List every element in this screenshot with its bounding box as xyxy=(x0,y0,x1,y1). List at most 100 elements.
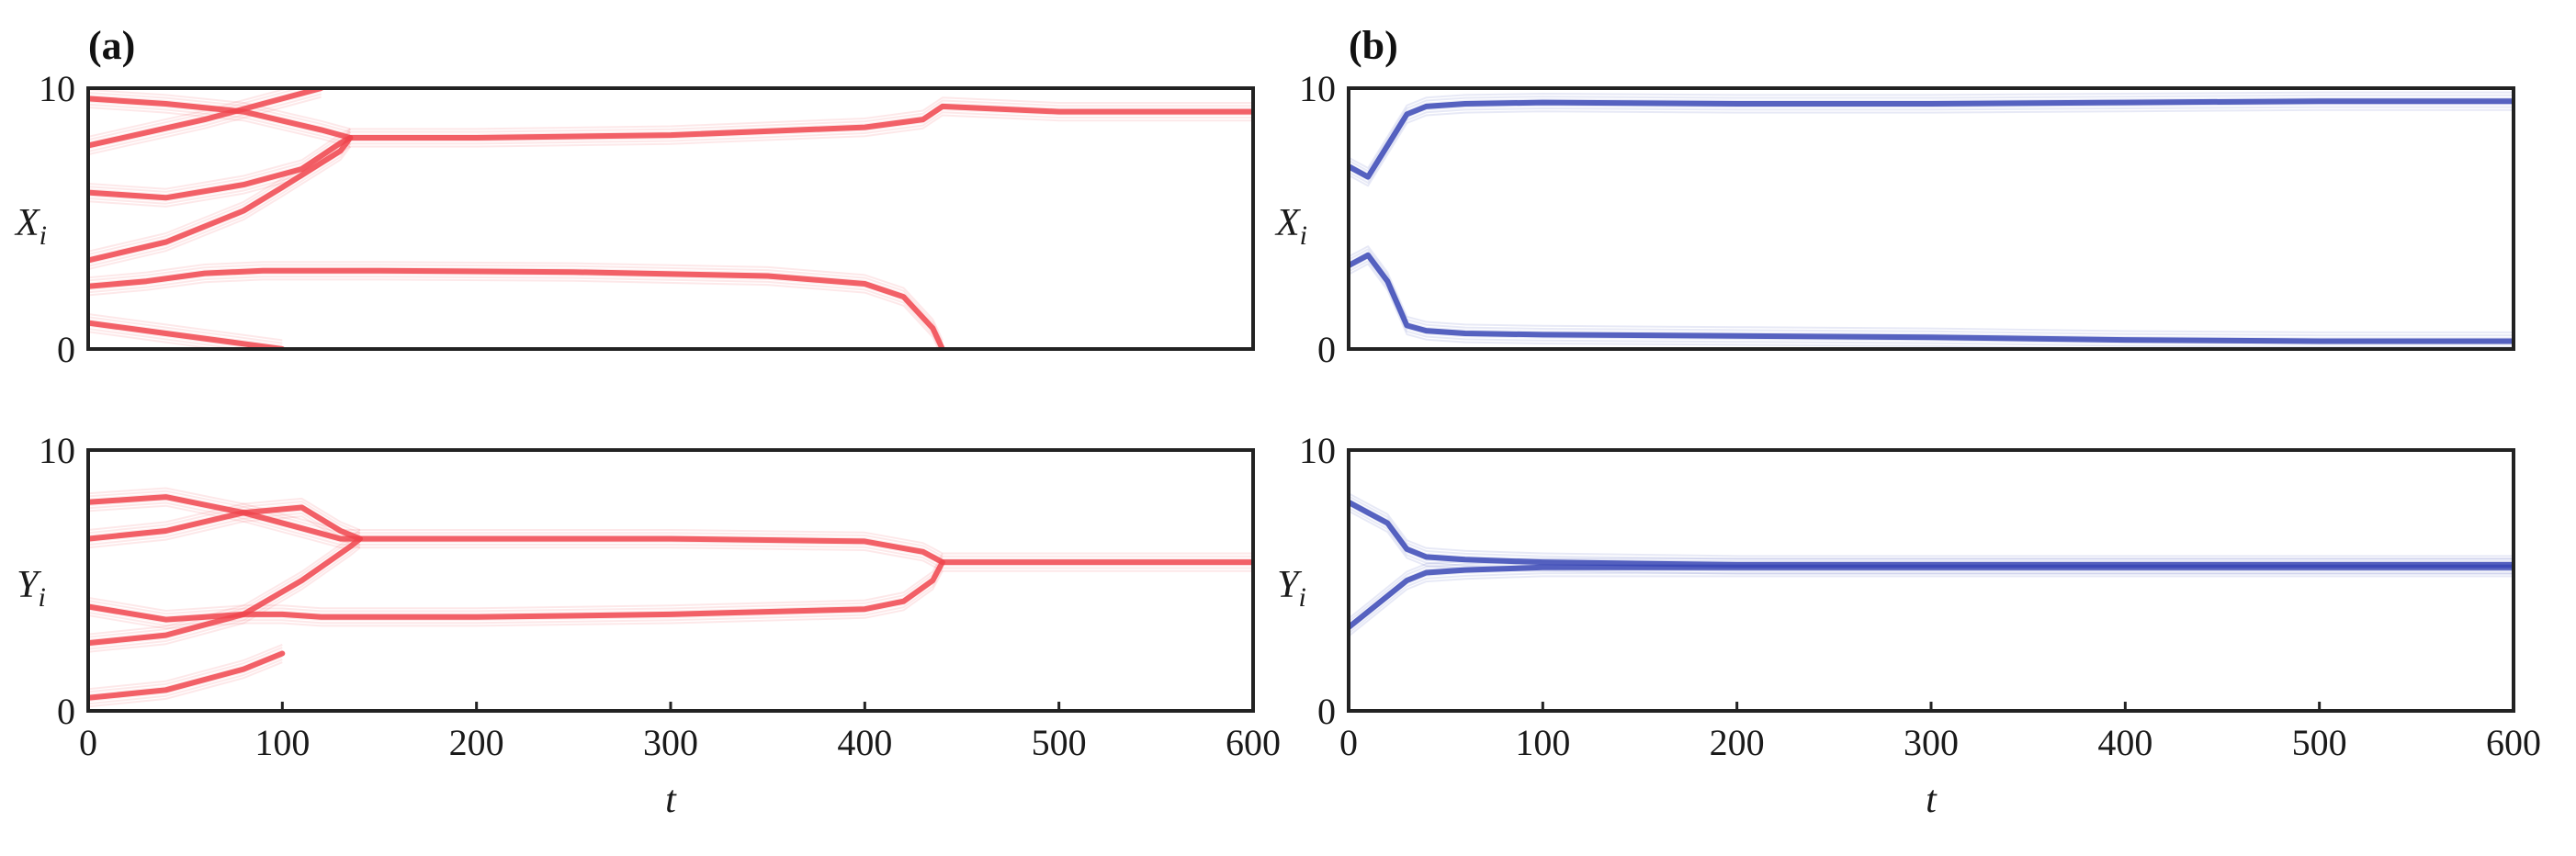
series-1-strand xyxy=(88,512,361,546)
plot-area xyxy=(88,88,1253,349)
y-axis-label: Xi xyxy=(14,202,47,251)
series-1-strand xyxy=(88,128,351,190)
y-tick-label: 10 xyxy=(39,68,75,109)
series-2-strand xyxy=(88,532,361,638)
axes-frame xyxy=(86,86,1255,351)
series-2-strand xyxy=(88,131,352,255)
x-tick-label: 500 xyxy=(1032,722,1087,763)
x-tick-label: 200 xyxy=(449,722,504,763)
series-2-strand xyxy=(88,529,361,636)
y-tick-label: 0 xyxy=(57,329,75,370)
axes-frame xyxy=(86,448,1255,713)
series-0-strand xyxy=(88,95,1253,136)
axes-frame xyxy=(1347,448,2515,713)
y-tick-label: 10 xyxy=(1299,68,1336,109)
series-1-strand xyxy=(1349,572,2514,635)
series-5-strand xyxy=(88,96,322,156)
series-3-strand xyxy=(88,553,943,612)
series-3-strand xyxy=(88,276,942,349)
series-0-line xyxy=(1349,98,2514,180)
series-0-strand xyxy=(1349,91,2514,169)
x-tick-label: 200 xyxy=(1710,722,1765,763)
series-1-strand xyxy=(88,497,361,531)
series-3-strand xyxy=(88,556,943,615)
series-0-strand xyxy=(88,92,1253,133)
y-tick-label: 0 xyxy=(1317,329,1336,370)
series-5-strand xyxy=(88,88,303,141)
x-tick-label: 0 xyxy=(79,722,97,763)
series-0-strand xyxy=(88,501,1253,569)
series-1-strand xyxy=(1349,260,2514,348)
series-0-strand xyxy=(88,490,1253,558)
y-tick-label: 10 xyxy=(1299,430,1336,471)
series-2-strand xyxy=(88,146,352,270)
series-3-strand xyxy=(88,568,943,626)
x-tick-label: 0 xyxy=(1339,722,1358,763)
series-5-strand xyxy=(88,88,314,144)
series-3-strand xyxy=(88,570,943,630)
series-2-strand xyxy=(88,544,361,650)
axes-frame xyxy=(1347,86,2515,351)
series-4-strand xyxy=(88,324,268,349)
series-0-strand xyxy=(88,103,1253,145)
x-tick-label: 100 xyxy=(254,722,310,763)
series-0-strand xyxy=(88,107,1253,148)
series-3-strand xyxy=(88,278,940,349)
series-4-strand xyxy=(88,647,283,693)
series-1-strand xyxy=(1349,560,2514,623)
series-3-strand xyxy=(88,264,943,344)
series-4-strand xyxy=(88,661,283,708)
x-tick-label: 300 xyxy=(1904,722,1959,763)
series-0-strand xyxy=(1349,106,2514,184)
y-tick-label: 10 xyxy=(39,430,75,471)
series-1-strand xyxy=(88,130,351,193)
series-5-strand xyxy=(88,90,322,150)
series-1-strand xyxy=(1349,558,2514,620)
series-1-strand xyxy=(88,515,361,549)
series-0-strand xyxy=(88,504,1253,572)
series-4-strand xyxy=(88,643,283,691)
series-5-strand xyxy=(88,93,322,152)
series-1-strand xyxy=(88,501,361,535)
panel-label-a: (a) xyxy=(88,23,136,68)
x-tick-label: 500 xyxy=(2292,722,2347,763)
series-0-strand xyxy=(1349,108,2514,187)
series-1-line xyxy=(1349,564,2514,631)
series-1-line xyxy=(88,504,363,542)
series-1-strand xyxy=(1349,569,2514,632)
x-tick-label: 600 xyxy=(2486,722,2541,763)
series-4-line xyxy=(88,320,286,349)
series-2-line xyxy=(88,135,354,264)
series-5-line xyxy=(88,88,324,149)
chart-b-X: 0 10 Xi xyxy=(1274,68,2515,370)
series-4-strand xyxy=(88,658,283,705)
series-1-line xyxy=(88,135,354,201)
y-tick-label: 0 xyxy=(1317,691,1336,732)
series-1-strand xyxy=(1349,248,2514,337)
panel-label-b: (b) xyxy=(1349,23,1398,68)
series-0-strand xyxy=(1349,492,2514,558)
series-0-strand xyxy=(88,487,1253,555)
chart-a-X: 0 10 Xi xyxy=(14,68,1255,370)
series-2-line xyxy=(88,535,363,647)
series-3-line xyxy=(88,267,945,349)
x-tick-label: 300 xyxy=(643,722,698,763)
plot-area xyxy=(88,487,1253,708)
series-4-strand xyxy=(88,319,283,347)
series-1-strand xyxy=(1349,245,2514,333)
series-4-strand xyxy=(88,316,283,344)
series-0-strand xyxy=(1349,94,2514,173)
y-tick-label: 0 xyxy=(57,691,75,732)
series-1-strand xyxy=(1349,575,2514,637)
x-axis-label: t xyxy=(665,779,677,821)
x-tick-label: 400 xyxy=(2097,722,2152,763)
series-0-strand xyxy=(88,88,1253,130)
plot-area xyxy=(1349,91,2514,349)
y-axis-label: Yi xyxy=(1277,564,1306,613)
series-4-strand xyxy=(88,313,283,342)
series-3-line xyxy=(88,559,945,623)
series-2-strand xyxy=(88,142,352,267)
series-1-line xyxy=(1349,252,2514,344)
